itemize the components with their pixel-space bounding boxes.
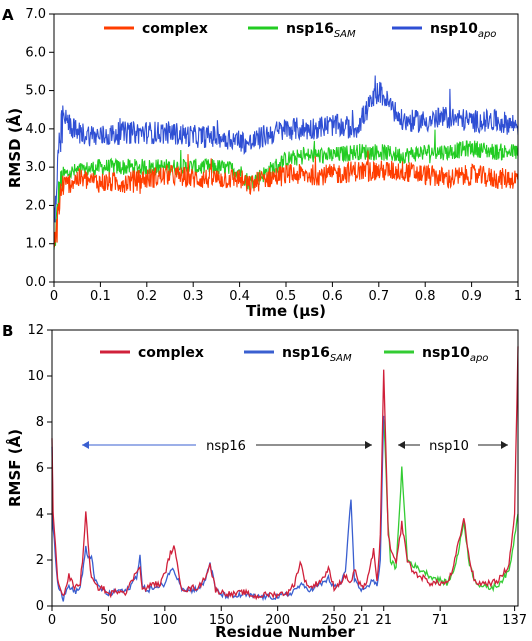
rmsf-series-nsp10apo xyxy=(383,419,519,593)
nsp10-span-arrowhead-right xyxy=(501,441,508,449)
rmsf-chart: B 0 50 100 150 200 250 21 21 71 137 0 2 4 6 8 10 12 Res… xyxy=(2,322,527,641)
rmsd-x-tick-label-7: 0.7 xyxy=(368,289,389,304)
rmsf-legend-label-0: complex xyxy=(138,345,204,361)
rmsd-y-tick-label-3: 3.0 xyxy=(25,160,46,175)
rmsf-x-tick-label-3: 150 xyxy=(209,613,234,628)
rmsd-y-tick-label-2: 2.0 xyxy=(25,198,46,213)
rmsd-x-axis-label: Time (μs) xyxy=(246,302,326,320)
rmsd-legend-subscript-2: apo xyxy=(478,29,497,40)
rmsf-y-ticks: 0 2 4 6 8 10 12 xyxy=(27,323,52,614)
rmsf-y-tick-label-2: 4 xyxy=(36,507,44,522)
rmsd-y-tick-label-5: 5.0 xyxy=(25,84,46,99)
rmsf-y-tick-label-6: 12 xyxy=(27,323,44,338)
rmsd-x-tick-label-2: 0.2 xyxy=(136,289,157,304)
rmsd-legend-label-1: nsp16SAM xyxy=(286,21,356,40)
panel-label-b: B xyxy=(2,322,13,340)
rmsd-x-ticks: 0 0.1 0.2 0.3 0.4 0.5 0.6 0.7 0.8 0.9 1 xyxy=(50,282,522,304)
rmsd-y-tick-label-0: 0.0 xyxy=(25,275,46,290)
rmsf-x-tick-label-7: 21 xyxy=(375,613,392,628)
rmsf-x-tick-label-9: 137 xyxy=(502,613,527,628)
rmsf-legend-subscript-1: SAM xyxy=(330,353,352,364)
rmsf-x-tick-label-6: 21 xyxy=(353,613,370,628)
rmsd-legend-subscript-1: SAM xyxy=(334,29,356,40)
rmsd-x-tick-label-8: 0.8 xyxy=(415,289,436,304)
rmsd-x-tick-label-9: 0.9 xyxy=(461,289,482,304)
rmsf-y-tick-label-0: 0 xyxy=(36,599,44,614)
rmsd-series-nsp16SAM xyxy=(53,129,519,251)
rmsd-x-tick-label-4: 0.4 xyxy=(229,289,250,304)
rmsd-x-tick-label-3: 0.3 xyxy=(183,289,204,304)
rmsf-legend-subscript-2: apo xyxy=(470,353,489,364)
rmsf-y-tick-label-4: 8 xyxy=(36,415,44,430)
nsp10-annotation: nsp10 xyxy=(429,439,469,454)
rmsd-series-nsp10apo xyxy=(53,75,519,223)
rmsf-x-axis-label: Residue Number xyxy=(215,623,355,641)
nsp16-span-arrowhead-left xyxy=(82,441,89,449)
rmsd-y-tick-label-4: 4.0 xyxy=(25,122,46,137)
rmsd-x-tick-label-5: 0.5 xyxy=(276,289,297,304)
rmsd-y-tick-label-1: 1.0 xyxy=(25,237,46,252)
rmsd-series-complex xyxy=(53,150,519,248)
rmsf-series-complex xyxy=(51,346,519,601)
rmsd-legend-label-2: nsp10apo xyxy=(430,21,496,40)
rmsf-y-tick-label-1: 2 xyxy=(36,553,44,568)
rmsd-y-ticks: 0.0 1.0 2.0 3.0 4.0 5.0 6.0 7.0 xyxy=(25,7,54,290)
rmsd-y-tick-label-7: 7.0 xyxy=(25,7,46,22)
rmsf-x-tick-label-5: 250 xyxy=(322,613,347,628)
rmsf-y-tick-label-3: 6 xyxy=(36,461,44,476)
rmsf-x-tick-label-0: 0 xyxy=(48,613,56,628)
rmsf-x-tick-label-1: 50 xyxy=(100,613,117,628)
rmsf-y-tick-label-5: 10 xyxy=(27,369,44,384)
rmsd-y-axis-label: RMSD (Å) xyxy=(5,108,24,188)
nsp16-annotation: nsp16 xyxy=(206,439,246,454)
rmsf-legend: complex nsp16SAM nsp10apo xyxy=(100,345,488,364)
rmsf-x-tick-label-2: 100 xyxy=(152,613,177,628)
rmsf-x-tick-label-8: 71 xyxy=(432,613,449,628)
rmsf-annotations: nsp16 nsp10 xyxy=(82,439,508,454)
rmsf-series-group xyxy=(51,346,519,602)
rmsf-y-axis-label: RMSF (Å) xyxy=(5,429,24,507)
nsp16-span-arrowhead-right xyxy=(365,441,372,449)
rmsd-x-tick-label-1: 0.1 xyxy=(90,289,111,304)
rmsf-x-tick-label-4: 200 xyxy=(265,613,290,628)
rmsd-legend: complex nsp16SAM nsp10apo xyxy=(104,21,496,40)
rmsd-series-group xyxy=(53,75,519,251)
nsp10-span-arrowhead-left xyxy=(398,441,405,449)
rmsd-x-tick-label-10: 1 xyxy=(514,289,522,304)
rmsf-legend-label-2: nsp10apo xyxy=(422,345,488,364)
rmsf-plot-frame xyxy=(51,329,519,607)
rmsd-chart: A 0 0.1 0.2 0.3 0.4 0.5 0.6 0.7 0.8 0.9 1 0.0 1.0 2.… xyxy=(2,6,522,320)
rmsd-legend-label-0: complex xyxy=(142,21,208,37)
rmsf-legend-label-1: nsp16SAM xyxy=(282,345,352,364)
rmsd-x-tick-label-0: 0 xyxy=(50,289,58,304)
rmsd-x-tick-label-6: 0.6 xyxy=(322,289,343,304)
rmsf-x-ticks: 0 50 100 150 200 250 21 21 71 137 xyxy=(48,606,527,628)
panel-label-a: A xyxy=(2,6,14,24)
rmsd-y-tick-label-6: 6.0 xyxy=(25,45,46,60)
